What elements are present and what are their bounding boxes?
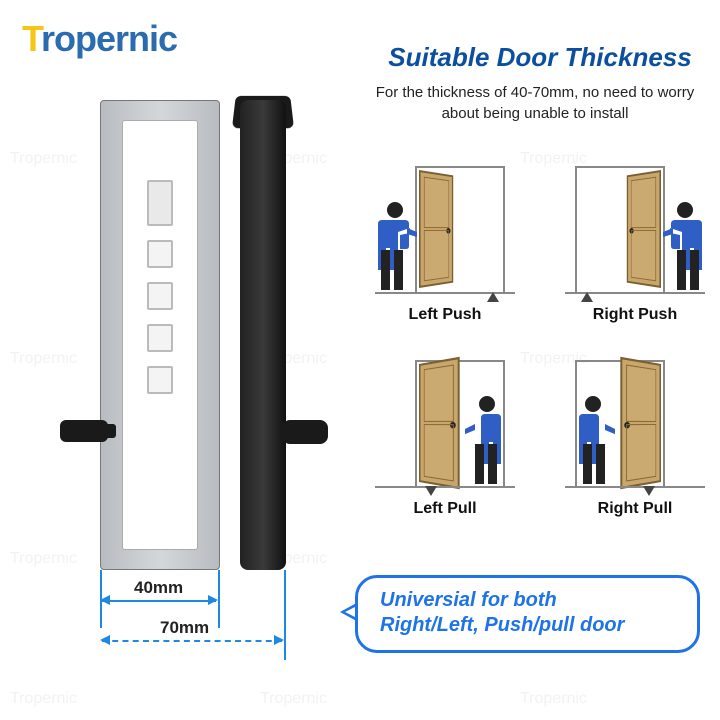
door-left-pull: Left Pull [370,354,520,518]
door-frame [663,360,665,488]
watermark: Tropernic [520,690,587,708]
door-frame [503,166,505,294]
latch-slot [147,180,173,226]
person-icon [569,394,615,486]
direction-arrow-icon [581,292,593,302]
section-title: Suitable Door Thickness [370,42,710,73]
door-knob-icon [630,228,634,234]
door-panel [419,170,453,288]
door-label: Right Pull [560,500,710,518]
door-panel [627,170,661,288]
direction-arrow-icon [643,486,655,496]
logo-rest: ropernic [41,18,177,59]
back-lock-plate [240,100,286,570]
direction-arrow-icon [425,486,437,496]
floor-line [375,486,515,488]
door-illustration [375,354,515,494]
dim-tick [218,570,220,628]
door-knob-icon [446,228,450,234]
brand-logo: Tropernic [22,18,177,60]
logo-letter-t: T [22,18,41,59]
arrow-right-icon [274,635,284,645]
door-direction-grid: Left Push Right Push [370,160,710,518]
door-right-pull: Right Pull [560,354,710,518]
lock-side-view: 40mm 70mm [60,80,340,680]
door-label: Left Push [370,306,520,324]
door-left-push: Left Push [370,160,520,324]
door-panel [620,357,661,489]
door-frame [575,166,577,294]
watermark: Tropernic [260,690,327,708]
door-illustration [565,354,705,494]
door-label: Right Push [560,306,710,324]
arrow-left-icon [100,595,110,605]
door-illustration [565,160,705,300]
dim-line-40 [102,600,216,602]
door-frame [415,166,505,168]
bolt-slot [147,240,173,268]
door-knob-icon [450,422,456,429]
person-icon [663,200,709,292]
arrow-right-icon [208,595,218,605]
door-label: Left Pull [370,500,520,518]
direction-arrow-icon [487,292,499,302]
section-subtitle: For the thickness of 40-70mm, no need to… [360,82,710,124]
callout-line2: Right/Left, Push/pull door [380,613,681,638]
front-handle [60,420,108,442]
door-illustration [375,160,515,300]
door-frame [415,360,417,488]
dim-tick [284,570,286,660]
person-icon [465,394,511,486]
dim-line-70 [102,640,282,642]
bolt-slot [147,282,173,310]
front-plate-slots [140,180,180,480]
door-right-push: Right Push [560,160,710,324]
callout-line1: Universial for both [380,588,681,613]
door-panel [419,357,460,489]
floor-line [565,486,705,488]
back-handle [282,420,328,444]
dimension-70mm: 70mm [160,618,209,638]
door-knob-icon [624,422,630,429]
bolt-slot [147,324,173,352]
door-frame [575,166,665,168]
person-icon [371,200,417,292]
watermark: Tropernic [10,690,77,708]
bolt-slot [147,366,173,394]
arrow-left-icon [100,635,110,645]
dimension-40mm: 40mm [134,578,183,598]
universal-callout: Universial for both Right/Left, Push/pul… [355,575,700,653]
